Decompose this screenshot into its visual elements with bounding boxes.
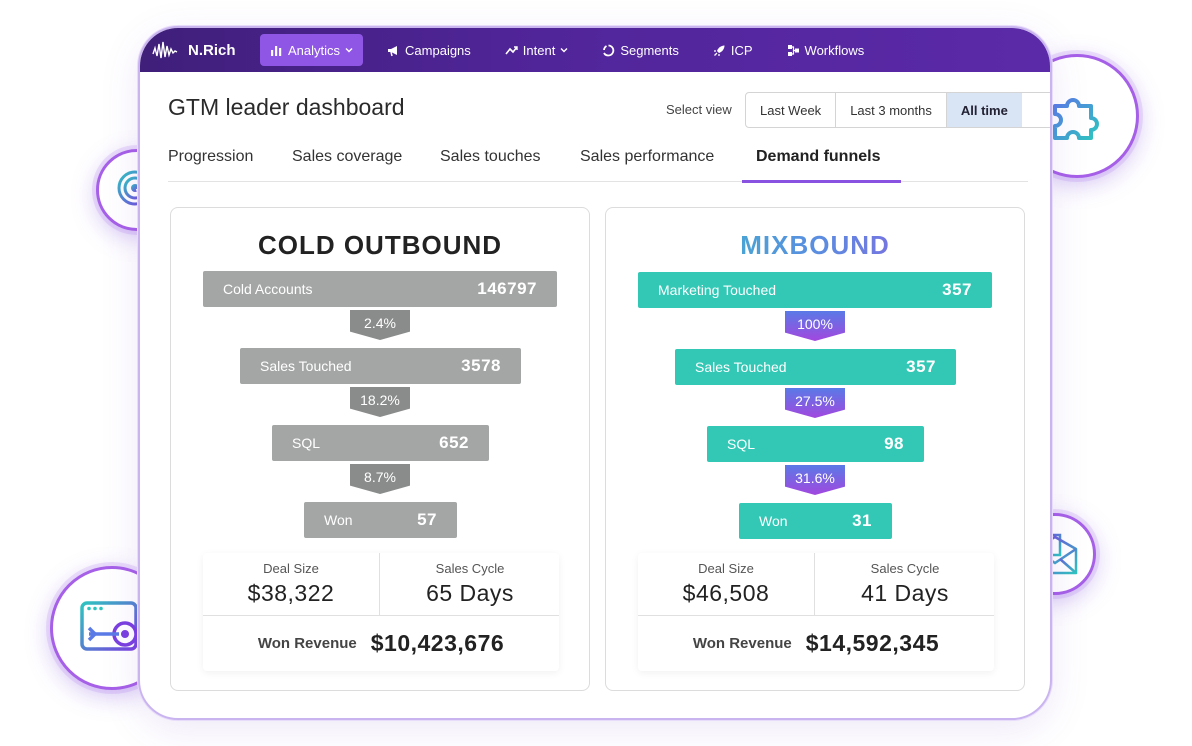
funnel-stage-sql[interactable]: SQL 98	[707, 426, 924, 462]
dashboard-window: N.Rich Analytics Campaigns Intent Segmen…	[138, 26, 1052, 720]
nav-segments[interactable]: Segments	[592, 34, 689, 66]
funnel-title: COLD OUTBOUND	[257, 230, 503, 260]
conversion-rate: 8.7%	[350, 464, 410, 494]
chevron-down-icon	[345, 48, 353, 53]
deal-size-cell: Deal Size $38,322	[203, 553, 380, 615]
deal-size-label: Deal Size	[263, 561, 319, 576]
view-last-week-button[interactable]: Last Week	[746, 93, 837, 127]
active-tab-indicator	[742, 180, 901, 183]
nav-campaigns[interactable]: Campaigns	[377, 34, 481, 66]
tab-sales-performance[interactable]: Sales performance	[580, 148, 715, 165]
funnel-stage-sales-touched[interactable]: Sales Touched 357	[675, 349, 956, 385]
stage-label: Sales Touched	[260, 358, 352, 374]
stage-label: Won	[324, 512, 353, 528]
tab-sales-coverage[interactable]: Sales coverage	[292, 148, 403, 165]
funnel-stage-won[interactable]: Won 31	[739, 503, 892, 539]
nav-workflows[interactable]: Workflows	[777, 34, 875, 66]
won-revenue-label: Won Revenue	[257, 634, 357, 652]
top-navbar: N.Rich Analytics Campaigns Intent Segmen…	[140, 28, 1050, 72]
funnel-stage-sql[interactable]: SQL 652	[272, 425, 489, 461]
stage-value: 98	[884, 434, 904, 453]
stage-label: Sales Touched	[695, 359, 787, 375]
trend-icon	[505, 45, 518, 54]
stage-label: SQL	[292, 435, 321, 451]
nav-analytics[interactable]: Analytics	[260, 34, 364, 66]
won-revenue-row: Won Revenue $14,592,345	[638, 615, 994, 671]
funnel-stage-sales-touched[interactable]: Sales Touched 3578	[240, 348, 521, 384]
sales-cycle-cell: Sales Cycle 41 Days	[816, 553, 994, 615]
cold-outbound-panel: COLD OUTBOUND Cold Accounts 146797 2.4% …	[170, 207, 590, 691]
won-revenue-value: $14,592,345	[805, 629, 940, 656]
nav-analytics-label: Analytics	[288, 42, 341, 58]
stage-value: 146797	[477, 279, 537, 298]
sales-cycle-label: Sales Cycle	[870, 561, 940, 576]
stage-value: 57	[417, 510, 437, 529]
funnel-stage-cold-accounts[interactable]: Cold Accounts 146797	[203, 271, 557, 307]
mixbound-panel: MIXBOUND Marketing Touched 357 100% Sale…	[605, 207, 1025, 691]
stage-value: 652	[439, 433, 469, 452]
conversion-rate: 100%	[785, 311, 845, 341]
conversion-rate: 27.5%	[785, 388, 845, 418]
stage-label: Won	[759, 513, 788, 529]
view-selector: Last Week Last 3 months All time	[745, 92, 1050, 128]
stage-label: SQL	[727, 436, 756, 452]
won-revenue-row: Won Revenue $10,423,676	[203, 615, 559, 671]
nav-workflows-label: Workflows	[804, 42, 865, 58]
waveform-logo-icon	[152, 41, 178, 59]
nav-campaigns-label: Campaigns	[405, 42, 471, 58]
stage-label: Marketing Touched	[658, 282, 777, 298]
bar-chart-icon	[271, 45, 282, 56]
funnel-stage-marketing-touched[interactable]: Marketing Touched 357	[638, 272, 992, 308]
funnel-title: MIXBOUND	[606, 230, 1024, 261]
funnel-stage-won[interactable]: Won 57	[304, 502, 457, 538]
stage-value: 3578	[461, 356, 501, 375]
sales-cycle-value: 41 Days	[861, 580, 949, 606]
stage-value: 357	[906, 357, 936, 376]
stage-value: 357	[942, 280, 972, 299]
stage-label: Cold Accounts	[223, 281, 313, 297]
browser-target-icon	[80, 601, 138, 651]
page-title: GTM leader dashboard	[168, 94, 405, 120]
won-revenue-value: $10,423,676	[370, 629, 505, 656]
puzzle-icon	[1053, 98, 1099, 140]
tab-demand-funnels[interactable]: Demand funnels	[756, 148, 881, 165]
conversion-rate: 18.2%	[350, 387, 410, 417]
tab-progression[interactable]: Progression	[168, 148, 254, 165]
stage-value: 31	[852, 511, 872, 530]
sales-cycle-label: Sales Cycle	[435, 561, 505, 576]
rocket-icon	[713, 45, 725, 56]
deal-size-value: $46,508	[682, 580, 770, 606]
megaphone-icon	[388, 45, 398, 56]
brand-name: N.Rich	[188, 41, 236, 59]
divider	[638, 615, 994, 616]
nav-segments-label: Segments	[620, 42, 679, 58]
segments-icon	[603, 44, 615, 56]
view-all-time-button[interactable]: All time	[946, 93, 1022, 127]
view-last-3-months-button[interactable]: Last 3 months	[836, 93, 947, 127]
workflow-icon	[787, 44, 799, 56]
divider	[203, 615, 559, 616]
select-view-label: Select view	[666, 102, 732, 117]
conversion-rate: 2.4%	[350, 310, 410, 340]
deal-size-value: $38,322	[247, 580, 335, 606]
brand-logo[interactable]: N.Rich	[152, 39, 260, 61]
sales-cycle-cell: Sales Cycle 65 Days	[381, 553, 559, 615]
nav-intent[interactable]: Intent	[495, 34, 579, 66]
nav-intent-label: Intent	[522, 42, 556, 58]
funnel-metrics: Deal Size $46,508 Sales Cycle 41 Days Wo…	[638, 553, 994, 671]
funnel-metrics: Deal Size $38,322 Sales Cycle 65 Days Wo…	[203, 553, 559, 671]
nav-icp-label: ICP	[730, 42, 753, 58]
deal-size-label: Deal Size	[698, 561, 754, 576]
tab-sales-touches[interactable]: Sales touches	[440, 148, 541, 165]
deal-size-cell: Deal Size $46,508	[638, 553, 815, 615]
chevron-down-icon	[560, 48, 568, 53]
sales-cycle-value: 65 Days	[426, 580, 514, 606]
conversion-rate: 31.6%	[785, 465, 845, 495]
nav-icp[interactable]: ICP	[703, 34, 763, 66]
dashboard-tabs: Progression Sales coverage Sales touches…	[168, 144, 1028, 183]
won-revenue-label: Won Revenue	[692, 634, 792, 652]
